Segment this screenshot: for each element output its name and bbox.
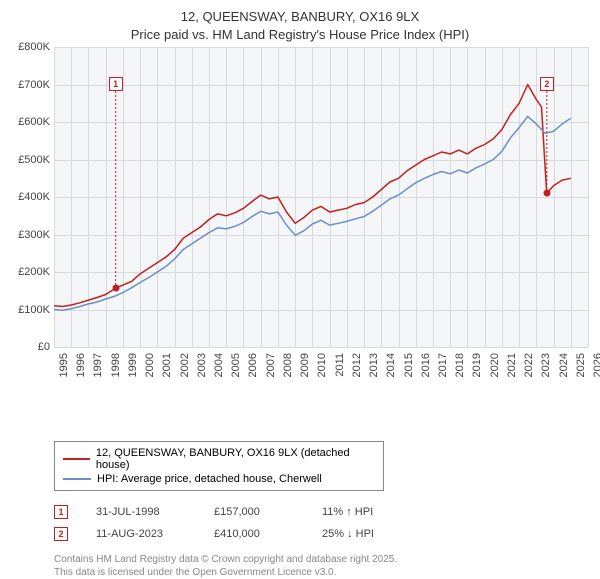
sale-row-price: £410,000: [214, 528, 294, 540]
legend-label: 12, QUEENSWAY, BANBURY, OX16 9LX (detach…: [96, 447, 375, 471]
legend-box: 12, QUEENSWAY, BANBURY, OX16 9LX (detach…: [54, 441, 384, 491]
x-tick-label: 1997: [92, 353, 104, 377]
sale-row-date: 31-JUL-1998: [96, 506, 186, 518]
sale-row-delta: 11% ↑ HPI: [322, 506, 402, 518]
x-tick-label: 2020: [489, 353, 501, 377]
chart-lines: [54, 47, 588, 347]
x-tick-label: 2006: [247, 353, 259, 377]
x-tick-label: 2005: [230, 353, 242, 377]
x-tick-label: 2023: [540, 353, 552, 377]
series-line: [54, 85, 571, 307]
x-tick-label: 2019: [471, 353, 483, 377]
x-tick-label: 2002: [179, 353, 191, 377]
sale-row: 2 11-AUG-2023 £410,000 25% ↓ HPI: [54, 523, 588, 545]
x-tick-label: 2011: [334, 353, 346, 377]
y-tick-label: £300K: [12, 229, 50, 241]
attribution: Contains HM Land Registry data © Crown c…: [54, 553, 588, 579]
gridline-v: [588, 47, 589, 347]
x-tick-label: 1999: [127, 353, 139, 377]
x-tick-label: 2008: [282, 353, 294, 377]
legend-label: HPI: Average price, detached house, Cher…: [97, 473, 322, 485]
x-tick-label: 2009: [299, 353, 311, 377]
x-tick-label: 2017: [437, 353, 449, 377]
chart-container: 12, QUEENSWAY, BANBURY, OX16 9LX Price p…: [0, 0, 600, 560]
sale-marker-dot: [543, 190, 550, 197]
y-tick-label: £100K: [12, 304, 50, 316]
chart-area: 12 £0£100K£200K£300K£400K£500K£600K£700K…: [12, 47, 588, 395]
x-tick-label: 2012: [351, 353, 363, 377]
x-tick-label: 1996: [75, 353, 87, 377]
x-tick-label: 2000: [144, 353, 156, 377]
x-tick-label: 2014: [385, 353, 397, 377]
x-tick-label: 1998: [110, 353, 122, 377]
x-tick-label: 2018: [454, 353, 466, 377]
x-tick-label: 2021: [506, 353, 518, 377]
x-tick-label: 2025: [575, 353, 587, 377]
sale-row-price: £157,000: [214, 506, 294, 518]
sale-row-date: 11-AUG-2023: [96, 528, 186, 540]
x-tick-label: 2013: [368, 353, 380, 377]
sale-row-marker: 2: [54, 527, 68, 541]
sale-marker-box: 2: [540, 77, 554, 91]
legend-row: HPI: Average price, detached house, Cher…: [63, 472, 375, 486]
y-tick-label: £200K: [12, 266, 50, 278]
x-tick-label: 2026: [592, 353, 600, 377]
y-tick-label: £500K: [12, 154, 50, 166]
x-tick-label: 2022: [523, 353, 535, 377]
legend-swatch: [63, 478, 91, 480]
sale-row-marker: 1: [54, 505, 68, 519]
gridline-h: [54, 347, 588, 348]
x-tick-label: 1995: [58, 353, 70, 377]
plot-background: 12: [54, 47, 588, 347]
title-subtitle: Price paid vs. HM Land Registry's House …: [12, 26, 588, 44]
x-tick-label: 2015: [403, 353, 415, 377]
y-tick-label: £400K: [12, 191, 50, 203]
sale-marker-box: 1: [109, 77, 123, 91]
sales-table: 1 31-JUL-1998 £157,000 11% ↑ HPI 2 11-AUG-202…: [54, 501, 588, 545]
legend-row: 12, QUEENSWAY, BANBURY, OX16 9LX (detach…: [63, 446, 375, 472]
x-tick-label: 2001: [161, 353, 173, 377]
y-tick-label: £600K: [12, 116, 50, 128]
x-tick-label: 2024: [558, 353, 570, 377]
x-tick-label: 2003: [196, 353, 208, 377]
y-tick-label: £0: [12, 341, 50, 353]
x-tick-label: 2004: [213, 353, 225, 377]
legend-swatch: [63, 458, 90, 460]
attribution-line2: This data is licensed under the Open Gov…: [54, 566, 588, 579]
title-block: 12, QUEENSWAY, BANBURY, OX16 9LX Price p…: [12, 8, 588, 43]
x-tick-label: 2016: [420, 353, 432, 377]
x-tick-label: 2010: [316, 353, 328, 377]
sale-marker-dot: [112, 285, 119, 292]
x-tick-label: 2007: [265, 353, 277, 377]
sale-row-delta: 25% ↓ HPI: [322, 528, 402, 540]
sale-row: 1 31-JUL-1998 £157,000 11% ↑ HPI: [54, 501, 588, 523]
y-tick-label: £700K: [12, 79, 50, 91]
title-address: 12, QUEENSWAY, BANBURY, OX16 9LX: [12, 8, 588, 26]
y-tick-label: £800K: [12, 41, 50, 53]
